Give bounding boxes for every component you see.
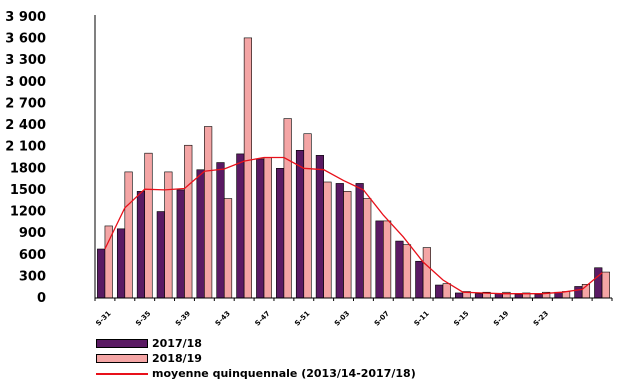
bars xyxy=(97,37,610,299)
bar-series-1 xyxy=(335,183,344,299)
y-tick-label: 0 xyxy=(37,291,46,306)
x-tick-label: S-19 xyxy=(492,309,510,327)
y-tick-label: 2 700 xyxy=(5,96,46,111)
x-axis-labels: S-31 S-35 S-39 S-43 S-47 S-51 S-03 S-07 S-11 S-15… xyxy=(94,309,550,327)
legend-swatch-series-2 xyxy=(96,354,148,363)
bar-series-2 xyxy=(601,271,610,299)
x-tick-label: S-07 xyxy=(373,309,391,327)
x-tick-label: S-31 xyxy=(94,309,112,327)
bar-series-2 xyxy=(204,126,213,299)
bar-series-2 xyxy=(283,118,292,299)
legend: 2017/18 2018/19 moyenne quinquennale (20… xyxy=(96,336,416,381)
bar-series-2 xyxy=(223,198,233,299)
legend-label-series-1: 2017/18 xyxy=(152,337,202,350)
y-tick-label: 3 900 xyxy=(5,10,46,25)
bar-series-1 xyxy=(395,240,404,299)
bar-series-2 xyxy=(442,283,451,299)
legend-item-series-1: 2017/18 xyxy=(96,336,416,351)
bar-series-2 xyxy=(363,198,372,299)
y-tick-label: 600 xyxy=(19,248,46,263)
x-tick-label: S-23 xyxy=(532,309,550,327)
bar-series-1 xyxy=(116,228,126,299)
bar-series-1 xyxy=(136,191,146,299)
bar-series-1 xyxy=(315,155,324,299)
y-tick-label: 2 100 xyxy=(5,140,46,155)
bar-series-1 xyxy=(594,267,603,299)
y-tick-label: 3 600 xyxy=(5,32,46,47)
y-tick-label: 300 xyxy=(19,269,46,284)
bar-series-1 xyxy=(375,220,384,299)
bar-series-1 xyxy=(276,168,285,299)
bar-series-1 xyxy=(355,183,364,299)
bar-series-1 xyxy=(494,293,503,299)
bar-series-1 xyxy=(574,286,583,299)
average-line-layer xyxy=(104,156,603,295)
bar-series-2 xyxy=(263,157,272,299)
bar-series-1 xyxy=(534,294,543,299)
x-tick-label: S-03 xyxy=(333,309,351,327)
bar-series-2 xyxy=(343,191,352,299)
axes xyxy=(94,15,613,301)
legend-swatch-series-1 xyxy=(96,339,148,348)
x-tick-label: S-51 xyxy=(293,309,311,327)
x-tick-label: S-35 xyxy=(134,309,152,327)
bar-series-2 xyxy=(383,220,392,299)
y-tick-label: 3 000 xyxy=(5,75,46,90)
legend-label-average: moyenne quinquennale (2013/14-2017/18) xyxy=(152,367,416,380)
bar-series-1 xyxy=(455,292,464,299)
bar-series-1 xyxy=(256,158,265,299)
bar-series-2 xyxy=(144,152,153,299)
legend-swatch-average xyxy=(96,373,148,375)
bar-series-2 xyxy=(124,171,133,299)
legend-item-average: moyenne quinquennale (2013/14-2017/18) xyxy=(96,366,416,381)
y-tick-label: 1500 xyxy=(10,183,46,198)
x-tick-label: S-43 xyxy=(214,309,232,327)
bar-series-1 xyxy=(156,211,165,299)
bar-series-1 xyxy=(196,169,205,299)
bar-series-2 xyxy=(243,37,252,299)
bar-series-1 xyxy=(97,248,106,299)
y-tick-label: 2 400 xyxy=(5,118,46,133)
bar-series-2 xyxy=(402,244,412,299)
y-axis-labels: 0 300 600 900 1200 1500 1800 2 100 2 400 2 700 3 0… xyxy=(5,10,46,306)
bar-series-2 xyxy=(164,171,173,299)
bar-series-1 xyxy=(435,284,444,299)
bar-series-1 xyxy=(176,189,185,299)
y-tick-label: 900 xyxy=(19,226,46,241)
legend-item-series-2: 2018/19 xyxy=(96,351,416,366)
bar-series-2 xyxy=(184,144,193,299)
bar-series-1 xyxy=(415,260,424,299)
legend-label-series-2: 2018/19 xyxy=(152,352,202,365)
bar-series-1 xyxy=(514,294,523,299)
y-tick-label: 3 300 xyxy=(5,53,46,68)
bar-series-1 xyxy=(295,149,305,299)
bar-series-2 xyxy=(422,247,431,299)
y-tick-label: 1200 xyxy=(10,205,46,220)
x-tick-label: S-11 xyxy=(413,309,431,327)
y-tick-label: 1800 xyxy=(10,161,46,176)
bar-series-1 xyxy=(236,153,245,299)
bar-series-1 xyxy=(216,162,225,299)
x-tick-label: S-15 xyxy=(452,309,470,327)
bar-series-2 xyxy=(303,133,312,299)
x-tick-label: S-39 xyxy=(174,309,192,327)
average-line xyxy=(104,156,603,295)
bar-series-2 xyxy=(323,181,332,299)
x-tick-label: S-47 xyxy=(254,309,272,327)
bar-series-1 xyxy=(474,293,484,299)
